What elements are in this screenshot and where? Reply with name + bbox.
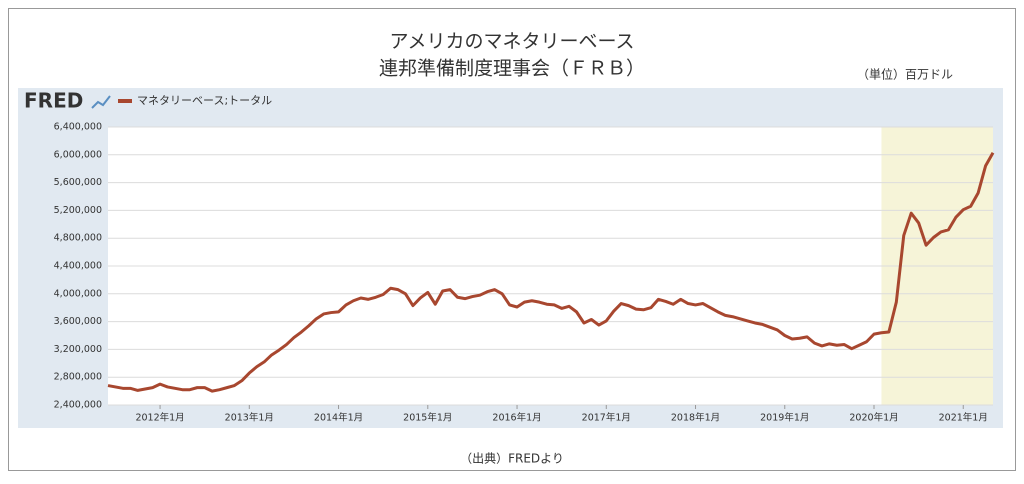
legend-label: マネタリーベース;トータル [137, 94, 272, 107]
logo-icon [91, 95, 111, 109]
x-tick-label: 2013年1月 [225, 412, 274, 424]
chart-title: アメリカのマネタリーベース [389, 31, 634, 53]
y-tick-label: 4,000,000 [54, 288, 102, 299]
x-tick-label: 2018年1月 [671, 412, 720, 424]
x-tick-label: 2016年1月 [492, 412, 541, 424]
x-tick-label: 2019年1月 [760, 412, 809, 424]
x-tick-label: 2021年1月 [939, 412, 988, 424]
y-tick-label: 4,400,000 [54, 261, 102, 272]
y-tick-label: 5,200,000 [54, 205, 102, 216]
y-tick-label: 2,400,000 [54, 400, 102, 411]
y-tick-label: 2,800,000 [54, 372, 102, 383]
y-tick-label: 4,800,000 [54, 233, 102, 244]
x-tick-label: 2020年1月 [849, 412, 898, 424]
chart-subtitle: 連邦準備制度理事会（ＦＲＢ） [379, 58, 645, 80]
y-tick-label: 3,600,000 [54, 316, 102, 327]
logo: FRED [24, 89, 83, 113]
x-tick-label: 2014年1月 [314, 412, 363, 424]
y-tick-label: 3,200,000 [54, 344, 102, 355]
x-tick-label: 2017年1月 [582, 412, 631, 424]
x-tick-label: 2015年1月 [403, 412, 452, 424]
y-tick-label: 5,600,000 [54, 177, 102, 188]
x-tick-label: 2012年1月 [135, 412, 184, 424]
y-tick-label: 6,000,000 [54, 149, 102, 160]
source: （出典）FREDより [460, 452, 564, 466]
series-line [107, 151, 995, 393]
unit-note: （単位）百万ドル [857, 67, 953, 82]
y-tick-label: 6,400,000 [54, 122, 102, 133]
